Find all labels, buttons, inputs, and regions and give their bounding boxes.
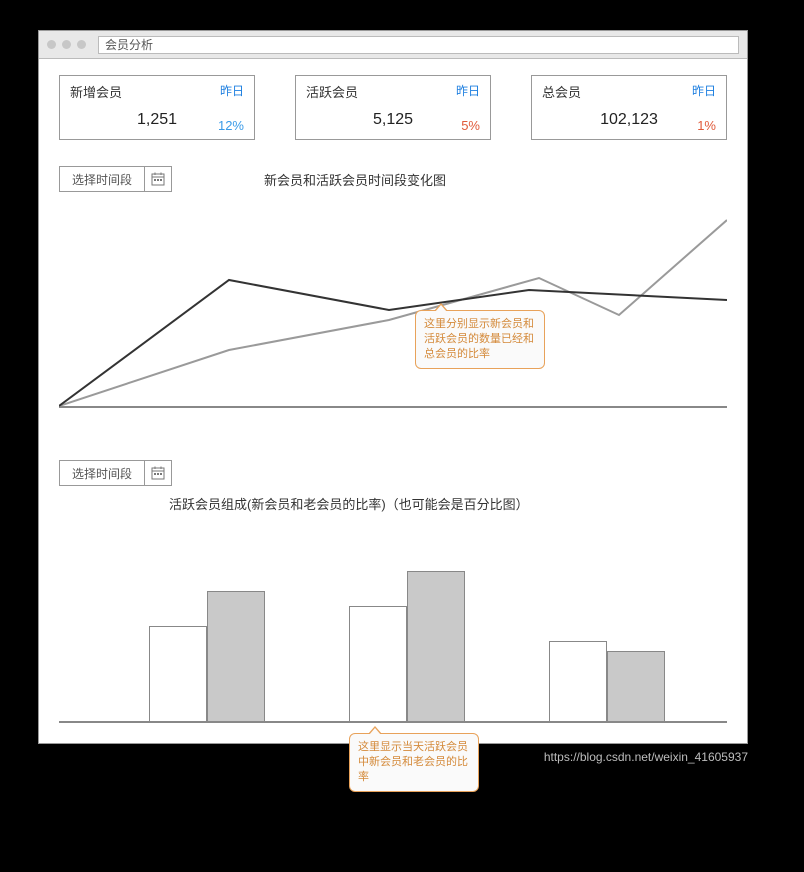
bar-old	[207, 591, 265, 721]
card-percent: 12%	[218, 118, 244, 133]
window-dot	[77, 40, 86, 49]
section1-header: 选择时间段 新会员和活跃会员时间段变化图	[59, 166, 727, 192]
section2: 选择时间段 活跃会员组成(新会员和老会员的比率)（也可能会是百分比图） 这里显示…	[59, 460, 727, 723]
title-bar: 会员分析	[39, 31, 747, 59]
title-text: 会员分析	[105, 36, 153, 53]
bar-new	[149, 626, 207, 721]
bar-group	[349, 571, 465, 721]
date-range-picker[interactable]: 选择时间段	[59, 166, 172, 192]
card-title: 活跃会员	[306, 82, 480, 101]
card-tag: 昨日	[456, 82, 480, 99]
bar-chart	[59, 523, 727, 723]
card-tag: 昨日	[220, 82, 244, 99]
stat-card: 新增会员昨日1,25112%	[59, 75, 255, 140]
bar-group	[549, 641, 665, 721]
line-chart: 这里分别显示新会员和活跃会员的数量已经和总会员的比率	[59, 200, 727, 420]
date-range-picker[interactable]: 选择时间段	[59, 460, 172, 486]
window-dot	[47, 40, 56, 49]
bar-old	[607, 651, 665, 721]
bar-new	[549, 641, 607, 721]
card-value: 5,125	[306, 111, 480, 129]
card-value: 102,123	[542, 111, 716, 129]
card-title: 总会员	[542, 82, 716, 101]
line-chart-annotation: 这里分别显示新会员和活跃会员的数量已经和总会员的比率	[415, 310, 545, 369]
card-title: 新增会员	[70, 82, 244, 101]
card-tag: 昨日	[692, 82, 716, 99]
bar-chart-annotation: 这里显示当天活跃会员中新会员和老会员的比率	[349, 733, 479, 792]
stat-card: 总会员昨日 102,1231%	[531, 75, 727, 140]
title-field[interactable]: 会员分析	[98, 36, 739, 54]
card-percent: 1%	[697, 118, 716, 133]
stat-cards: 新增会员昨日1,25112%活跃会员昨日5,1255%总会员昨日102,1231…	[59, 75, 727, 140]
bar-group	[149, 591, 265, 721]
bar-old	[407, 571, 465, 721]
calendar-icon[interactable]	[145, 167, 171, 191]
stat-card: 活跃会员昨日 5,1255%	[295, 75, 491, 140]
app-window: 会员分析 新增会员昨日1,25112%活跃会员昨日5,1255%总会员昨日102…	[38, 30, 748, 744]
line-chart-title: 新会员和活跃会员时间段变化图	[264, 170, 446, 189]
window-dot	[62, 40, 71, 49]
section2-header: 选择时间段	[59, 460, 727, 486]
card-percent: 5%	[461, 118, 480, 133]
picker-label: 选择时间段	[60, 167, 145, 191]
content-area: 新增会员昨日1,25112%活跃会员昨日5,1255%总会员昨日102,1231…	[39, 59, 747, 743]
bar-chart-title: 活跃会员组成(新会员和老会员的比率)（也可能会是百分比图）	[169, 494, 727, 513]
calendar-icon[interactable]	[145, 461, 171, 485]
picker-label: 选择时间段	[60, 461, 145, 485]
bar-new	[349, 606, 407, 721]
